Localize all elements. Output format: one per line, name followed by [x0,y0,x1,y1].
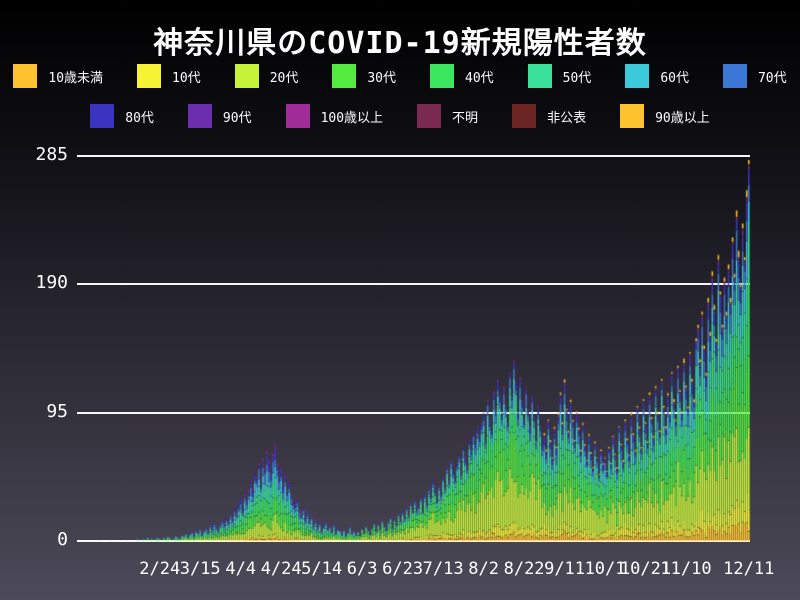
x-tick-label: 3/15 [179,559,221,579]
legend-label: 60代 [660,70,689,86]
x-tick-label: 9/11 [544,559,586,579]
legend-row-1: 10歳未満 10代 20代 30代 40代 50代 60代 70代 [0,64,800,88]
legend-label: 10歳未満 [48,70,104,86]
legend-item: 100歳以上 [285,104,384,128]
legend-label: 90代 [222,110,252,126]
legend-label: 70代 [757,70,787,86]
legend-item: 70代 [722,64,787,88]
legend-item: 60代 [625,64,689,88]
legend-swatch-icon [620,104,645,128]
x-tick-label: 2/24 [139,559,181,579]
x-tick-label: 10/1 [584,559,626,579]
y-tick-label: 190 [35,272,68,294]
legend-label: 90歳以上 [655,110,710,126]
x-tick-label: 10/21 [619,559,672,579]
x-tick-label: 5/14 [301,559,343,579]
legend-swatch-icon [187,104,212,128]
legend-item: 80代 [90,104,154,128]
legend-swatch-icon [417,104,442,128]
chart-title: 神奈川県のCOVID-19新規陽性者数 [153,26,647,61]
legend-item: 90代 [187,104,252,128]
legend-label: 不明 [452,110,479,126]
legend-label: 10代 [172,70,201,86]
legend-item: 40代 [430,64,494,88]
legend-swatch-icon [430,64,454,88]
legend-swatch-icon [512,104,537,128]
x-tick-label: 7/13 [422,559,464,579]
y-tick-label: 95 [46,400,68,422]
legend-swatch-icon [625,64,650,88]
legend-item: 非公表 [512,104,586,128]
legend-label: 50代 [562,70,592,86]
legend-swatch-icon [285,104,310,128]
x-tick-label: 4/4 [225,559,257,579]
legend-label: 20代 [269,70,299,86]
legend-label: 40代 [465,70,494,86]
x-tick-label: 8/2 [468,559,499,579]
legend-swatch-icon [527,64,552,88]
legend-item: 不明 [417,104,478,128]
legend-label: 100歳以上 [320,110,384,126]
legend-label: 30代 [367,70,396,86]
legend-item: 30代 [332,64,396,88]
legend-swatch-icon [234,64,259,88]
legend-row-2: 80代 90代 100歳以上 不明 非公表 90歳以上 [0,104,800,128]
x-tick-label: 6/23 [382,559,424,579]
legend-swatch-icon [137,64,162,88]
legend-swatch-icon [722,64,747,88]
legend-swatch-icon [90,104,115,128]
x-tick-label: 11/10 [660,559,712,579]
x-tick-label: 4/24 [260,559,302,579]
legend-item: 50代 [527,64,592,88]
legend-label: 非公表 [547,110,587,126]
y-tick-label: 0 [57,529,68,550]
x-tick-label: 8/22 [503,559,545,579]
legend-label: 80代 [125,110,154,126]
legend-item: 10歳未満 [13,64,103,88]
y-tick-label: 285 [35,144,68,165]
x-tick-label: 6/3 [346,559,378,579]
legend-item: 10代 [137,64,201,88]
legend-item: 20代 [234,64,299,88]
x-tick-label: 12/11 [723,559,775,579]
legend-item: 90歳以上 [620,104,710,128]
legend-swatch-icon [13,64,38,88]
legend-swatch-icon [332,64,357,88]
